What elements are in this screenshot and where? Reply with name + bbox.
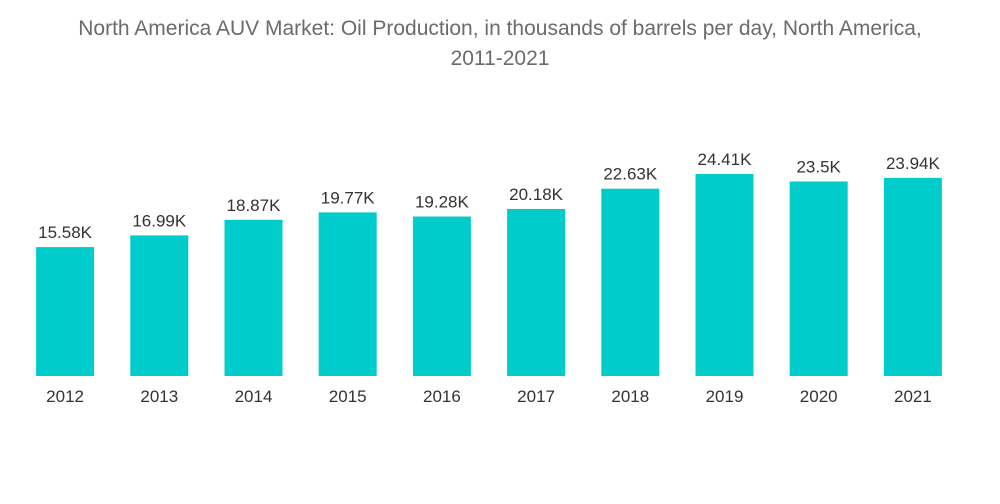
bar-2014 [224, 219, 283, 376]
x-tick-label-2021: 2021 [894, 387, 932, 406]
bar-2018 [601, 188, 660, 376]
bar-2017 [507, 209, 566, 376]
bar-2019 [695, 174, 754, 376]
bar-2020 [789, 181, 848, 376]
x-axis-tick-labels: 2012 2013 2014 2015 2016 2017 2018 2019 2020 2021 [46, 387, 932, 406]
bars-layer [36, 174, 942, 376]
x-tick-label-2016: 2016 [423, 387, 461, 406]
x-tick-label-2014: 2014 [235, 387, 273, 406]
chart-title-line-1: North America AUV Market: Oil Production… [78, 17, 922, 40]
data-label-2016: 19.28K [415, 193, 470, 212]
x-tick-label-2017: 2017 [517, 387, 555, 406]
data-label-2012: 15.58K [38, 223, 93, 242]
x-tick-label-2015: 2015 [329, 387, 367, 406]
x-tick-label-2018: 2018 [611, 387, 649, 406]
x-tick-label-2020: 2020 [800, 387, 838, 406]
data-label-2013: 16.99K [132, 211, 187, 230]
x-tick-label-2013: 2013 [140, 387, 178, 406]
data-label-2021: 23.94K [886, 154, 941, 173]
bar-2013 [130, 235, 189, 376]
bar-2012 [36, 247, 95, 376]
data-label-2015: 19.77K [321, 188, 376, 207]
x-tick-label-2012: 2012 [46, 387, 84, 406]
data-label-2020: 23.5K [796, 158, 841, 177]
data-labels-layer: 15.58K 16.99K 18.87K 19.77K 19.28K 20.18K 22.6… [38, 150, 940, 242]
bar-2016 [412, 216, 471, 376]
data-label-2014: 18.87K [227, 196, 282, 215]
data-label-2017: 20.18K [509, 185, 564, 204]
chart-title-line-2: 2011-2021 [450, 47, 550, 70]
chart-title: North America AUV Market: Oil Production… [0, 14, 1000, 74]
bar-2021 [883, 177, 942, 376]
x-tick-label-2019: 2019 [706, 387, 744, 406]
data-label-2019: 24.41K [698, 150, 753, 169]
data-label-2018: 22.63K [603, 165, 658, 184]
bar-2015 [318, 212, 377, 376]
